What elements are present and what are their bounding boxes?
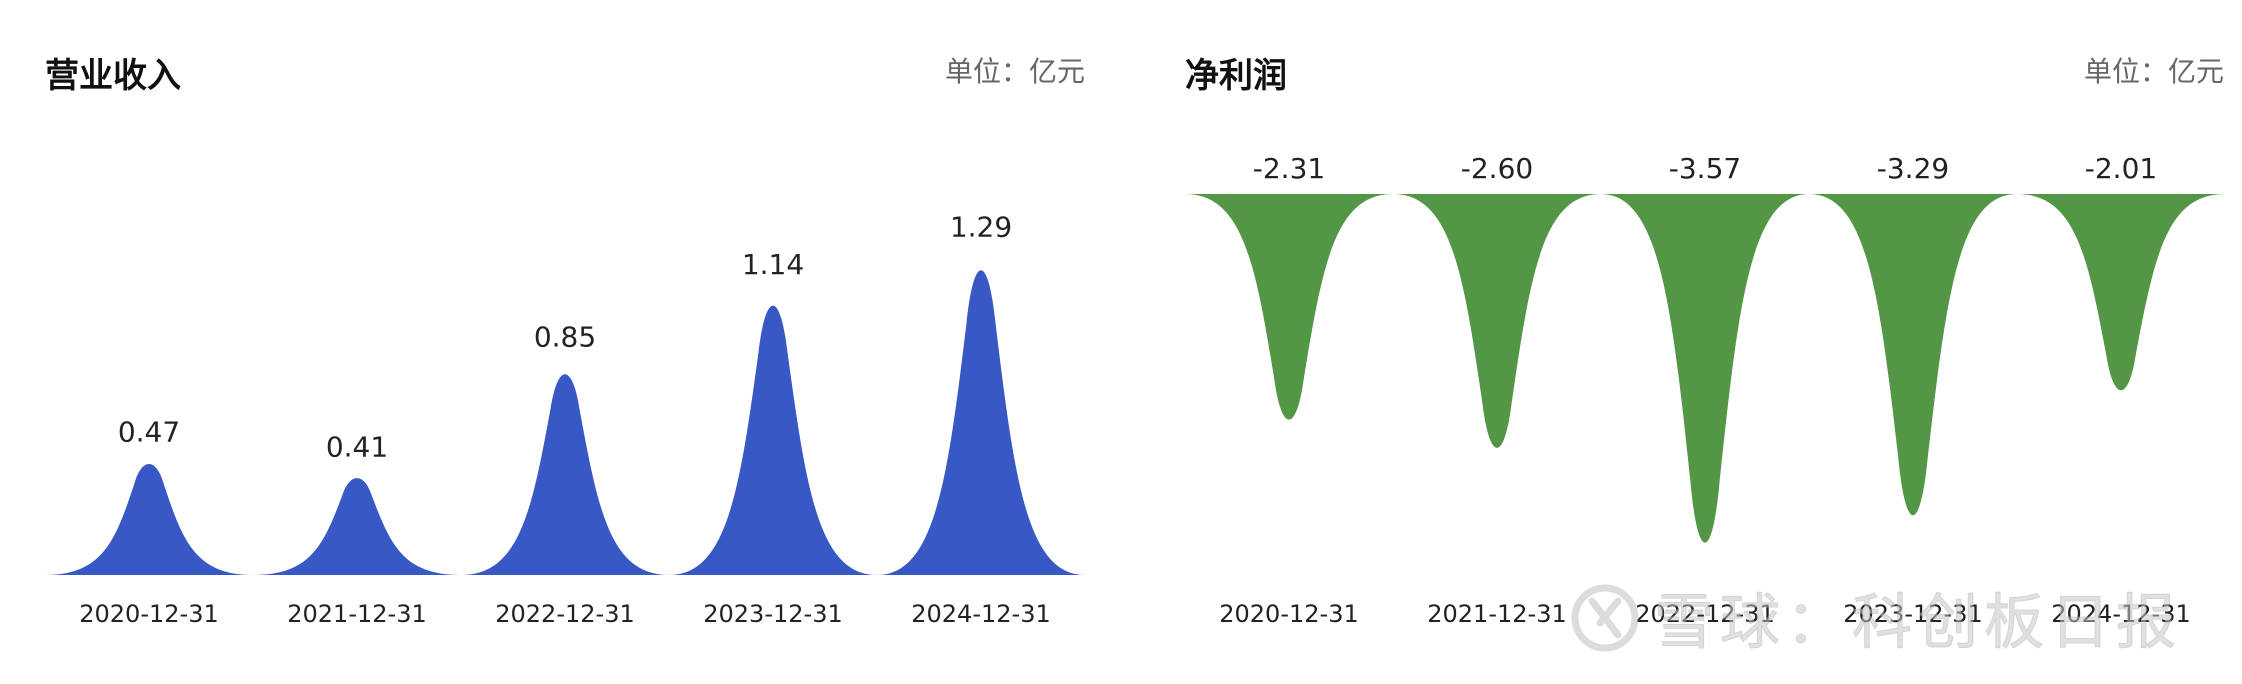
revenue-peak-0 bbox=[45, 463, 253, 575]
net-profit-value-label-1: -2.60 bbox=[1461, 152, 1533, 185]
revenue-x-tick-1: 2021-12-31 bbox=[287, 600, 426, 628]
net-profit-chart: -2.31 2020-12-31 -2.60 2021-12-31 -3.57 2022-… bbox=[1185, 152, 2225, 628]
revenue-peak-3 bbox=[669, 305, 877, 575]
net-profit-value-label-0: -2.31 bbox=[1253, 152, 1325, 185]
net-profit-peak-2 bbox=[1601, 194, 1809, 543]
revenue-peak-2 bbox=[461, 374, 669, 575]
net-profit-x-tick-4: 2024-12-31 bbox=[2051, 600, 2190, 628]
revenue-chart: 0.47 2020-12-31 0.41 2021-12-31 0.85 2022-12-… bbox=[45, 211, 1085, 628]
revenue-title: 营业收入 bbox=[45, 56, 181, 96]
revenue-x-tick-3: 2023-12-31 bbox=[703, 600, 842, 628]
revenue-peak-1 bbox=[253, 478, 461, 575]
net-profit-x-tick-1: 2021-12-31 bbox=[1427, 600, 1566, 628]
revenue-value-label-4: 1.29 bbox=[950, 211, 1012, 244]
net-profit-x-tick-2: 2022-12-31 bbox=[1635, 600, 1774, 628]
net-profit-peak-1 bbox=[1393, 194, 1601, 448]
revenue-x-tick-2: 2022-12-31 bbox=[495, 600, 634, 628]
net-profit-value-label-2: -3.57 bbox=[1669, 152, 1741, 185]
net-profit-peak-3 bbox=[1809, 194, 2017, 516]
revenue-unit: 单位：亿元 bbox=[944, 55, 1085, 88]
net-profit-x-tick-0: 2020-12-31 bbox=[1219, 600, 1358, 628]
revenue-value-label-0: 0.47 bbox=[118, 416, 180, 449]
revenue-x-tick-0: 2020-12-31 bbox=[79, 600, 218, 628]
net-profit-panel: 净利润 单位：亿元 -2.31 2020-12-31 -2.60 2021-12-31… bbox=[1140, 0, 2242, 684]
net-profit-value-label-3: -3.29 bbox=[1877, 152, 1949, 185]
net-profit-unit: 单位：亿元 bbox=[2083, 55, 2224, 88]
revenue-value-label-1: 0.41 bbox=[326, 431, 388, 464]
net-profit-value-label-4: -2.01 bbox=[2085, 152, 2157, 185]
revenue-value-label-2: 0.85 bbox=[534, 321, 596, 354]
net-profit-x-tick-3: 2023-12-31 bbox=[1843, 600, 1982, 628]
revenue-x-tick-4: 2024-12-31 bbox=[911, 600, 1050, 628]
revenue-panel: 营业收入 单位：亿元 0.47 2020-12-31 0.41 2021-12-31 0… bbox=[45, 55, 1085, 628]
net-profit-peak-0 bbox=[1185, 194, 1393, 420]
net-profit-title: 净利润 bbox=[1185, 56, 1287, 96]
revenue-peak-4 bbox=[877, 270, 1085, 575]
revenue-value-label-3: 1.14 bbox=[742, 248, 804, 281]
net-profit-peak-4 bbox=[2017, 194, 2225, 391]
